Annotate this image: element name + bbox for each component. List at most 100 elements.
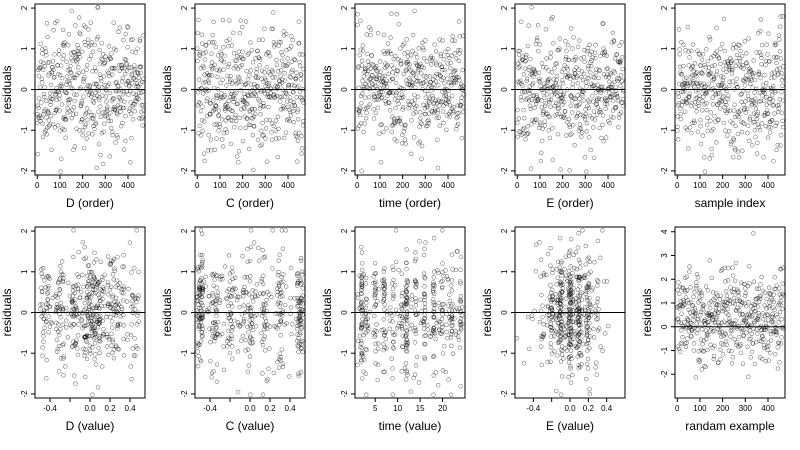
data-point [245, 101, 250, 107]
data-point [86, 316, 91, 321]
data-point [84, 289, 90, 295]
data-point [409, 297, 414, 302]
data-point [38, 64, 44, 70]
data-point [237, 304, 242, 310]
data-point [539, 334, 544, 339]
data-point [776, 320, 781, 325]
data-point [542, 123, 548, 128]
data-point [532, 105, 537, 111]
data-point [46, 314, 51, 319]
x-tick-label: 400 [281, 181, 295, 190]
data-point [360, 43, 366, 48]
data-point [736, 289, 741, 294]
data-point [84, 339, 90, 344]
data-point [457, 345, 463, 350]
data-point [220, 17, 226, 23]
data-point [74, 346, 80, 351]
data-point [568, 301, 573, 306]
data-point [702, 155, 707, 160]
data-point [44, 376, 49, 381]
data-point [594, 360, 599, 365]
data-point [570, 308, 576, 313]
data-point [553, 61, 558, 67]
data-point [259, 128, 264, 134]
data-point [289, 82, 295, 88]
y-axis-label: residuals [320, 65, 334, 113]
data-point [563, 346, 568, 351]
data-point [255, 293, 261, 299]
data-point [214, 103, 219, 109]
data-point [382, 345, 387, 350]
data-point [363, 281, 369, 286]
data-point [277, 252, 283, 257]
data-point [133, 84, 139, 89]
data-point [570, 46, 575, 51]
data-point [430, 93, 435, 99]
data-point [391, 346, 396, 351]
data-point [449, 328, 455, 333]
data-point [422, 308, 428, 313]
data-point [81, 346, 86, 352]
data-point [521, 72, 527, 77]
data-point [556, 105, 561, 111]
data-point [723, 339, 729, 344]
data-point [284, 47, 289, 53]
data-point [50, 64, 55, 70]
data-point [452, 51, 457, 56]
data-point [238, 79, 244, 85]
data-point [559, 95, 564, 100]
data-point [690, 64, 696, 69]
data-point [358, 18, 363, 23]
data-point [225, 344, 230, 349]
data-point [692, 313, 697, 318]
data-point [379, 79, 384, 84]
data-point [359, 285, 364, 291]
data-point [455, 249, 460, 254]
data-point [431, 81, 436, 86]
data-point [544, 272, 549, 277]
data-point [421, 47, 426, 53]
data-point [736, 334, 742, 340]
data-point [212, 299, 218, 304]
data-point [369, 53, 374, 58]
data-point [368, 32, 373, 38]
data-point [99, 40, 104, 46]
data-point [761, 88, 767, 93]
data-point [458, 279, 463, 284]
data-point [552, 349, 557, 354]
data-point [742, 107, 747, 113]
data-point [276, 136, 282, 141]
data-point [723, 279, 728, 284]
data-point [373, 361, 378, 366]
data-point [413, 85, 418, 90]
data-point [275, 272, 281, 278]
data-point [241, 99, 247, 104]
data-point [540, 303, 545, 308]
data-point [539, 105, 544, 110]
data-point [135, 83, 140, 89]
data-point [367, 309, 373, 315]
data-point [59, 83, 64, 89]
data-point [91, 336, 97, 341]
data-point [58, 300, 63, 305]
data-point [620, 66, 625, 72]
data-point [376, 341, 381, 346]
data-point [722, 302, 727, 308]
data-point [401, 94, 406, 100]
data-point [588, 70, 593, 75]
data-point [64, 59, 69, 64]
data-point [279, 94, 284, 99]
data-point [562, 115, 567, 121]
data-point [604, 53, 609, 58]
data-point [404, 67, 409, 72]
data-point [51, 28, 56, 33]
data-point [682, 80, 687, 86]
data-point [403, 284, 409, 289]
data-point [595, 96, 600, 101]
data-point [72, 92, 77, 97]
data-point [279, 80, 285, 85]
data-point [82, 75, 87, 80]
data-point [208, 301, 214, 307]
data-point [299, 133, 304, 139]
data-point [199, 231, 205, 236]
